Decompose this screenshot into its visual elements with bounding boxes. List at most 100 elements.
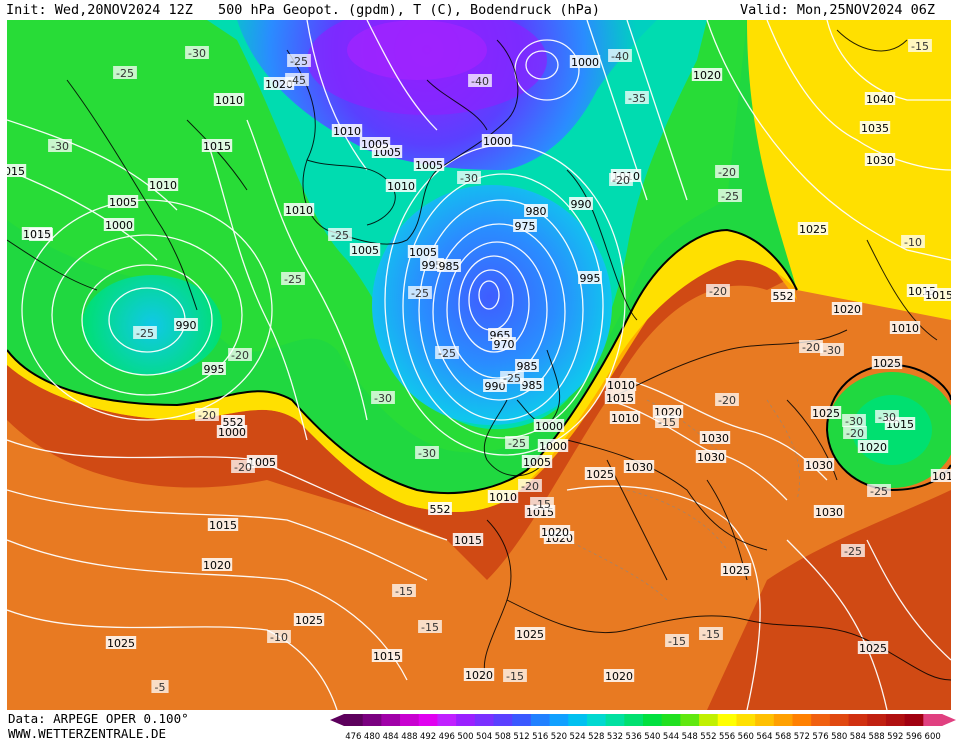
pressure-label: 1035 — [859, 121, 891, 135]
temperature-label: -45 — [285, 73, 309, 87]
legend-tick-label: 488 — [401, 732, 417, 742]
svg-text:-15: -15 — [533, 498, 551, 511]
pressure-label: 1005 — [107, 195, 139, 209]
svg-text:1025: 1025 — [107, 637, 135, 650]
svg-text:1030: 1030 — [815, 506, 843, 519]
svg-text:-30: -30 — [845, 415, 863, 428]
legend-swatch — [418, 714, 438, 726]
svg-text:1025: 1025 — [812, 407, 840, 420]
temperature-label: -5 — [151, 680, 169, 694]
legend-tick-label: 592 — [887, 732, 903, 742]
legend-tick-label: 572 — [794, 732, 810, 742]
temperature-label: -30 — [842, 414, 866, 428]
svg-text:1005: 1005 — [523, 456, 551, 469]
temperature-label: -20 — [715, 393, 739, 407]
svg-text:-10: -10 — [904, 236, 922, 249]
legend-swatch — [773, 714, 793, 726]
temperature-label: -15 — [392, 584, 416, 598]
svg-text:-25: -25 — [503, 372, 521, 385]
legend-min-arrow — [330, 714, 344, 726]
svg-text:1030: 1030 — [625, 461, 653, 474]
pressure-label: 970 — [492, 337, 516, 351]
legend-swatch — [474, 714, 494, 726]
svg-text:985: 985 — [522, 379, 543, 392]
legend-swatch — [811, 714, 831, 726]
temperature-label: -15 — [665, 634, 689, 648]
pressure-label: 1020 — [603, 669, 635, 683]
temperature-labels: -30 -25 -45 -40 -40 -35 -25 -30 -30 -25 -25 -25 -25 -… — [48, 39, 932, 694]
svg-text:-20: -20 — [198, 409, 216, 422]
svg-text:1010: 1010 — [891, 322, 919, 335]
temperature-label: -30 — [48, 139, 72, 153]
temperature-label: -10 — [267, 630, 291, 644]
temperature-label: -25 — [505, 436, 529, 450]
legend-swatch — [792, 714, 812, 726]
legend-tick-label: 528 — [588, 732, 604, 742]
legend-swatch — [717, 714, 737, 726]
svg-text:975: 975 — [515, 220, 536, 233]
pressure-label: 1025 — [810, 406, 842, 420]
pressure-label: 1000 — [537, 439, 569, 453]
legend-tick-label: 596 — [906, 732, 922, 742]
legend-tick-label: 568 — [775, 732, 791, 742]
svg-text:1010: 1010 — [285, 204, 313, 217]
svg-text:-20: -20 — [612, 174, 630, 187]
svg-text:1020: 1020 — [859, 441, 887, 454]
svg-text:1010: 1010 — [387, 180, 415, 193]
pressure-label: 1015 — [207, 518, 239, 532]
legend-swatch — [923, 714, 943, 726]
legend-swatch — [400, 714, 420, 726]
pressure-label: 1015 — [201, 139, 233, 153]
svg-text:-35: -35 — [628, 92, 646, 105]
temperature-label: -25 — [287, 54, 311, 68]
svg-text:970: 970 — [494, 338, 515, 351]
temperature-label: -30 — [820, 343, 844, 357]
svg-text:1020: 1020 — [693, 69, 721, 82]
svg-text:1010: 1010 — [149, 179, 177, 192]
data-source: Data: ARPEGE OPER 0.100° — [8, 711, 189, 726]
svg-text:1015: 1015 — [925, 289, 951, 302]
svg-text:-5: -5 — [155, 681, 166, 694]
legend-swatch — [736, 714, 756, 726]
temperature-label: -25 — [281, 272, 305, 286]
pressure-label: 975 — [513, 219, 537, 233]
svg-text:995: 995 — [204, 363, 225, 376]
pressure-label: 1010 — [605, 378, 637, 392]
svg-text:552: 552 — [430, 503, 451, 516]
temperature-label: -20 — [715, 165, 739, 179]
svg-text:1000: 1000 — [105, 219, 133, 232]
pressure-label: 1015 — [604, 391, 636, 405]
legend-tick-label: 496 — [439, 732, 455, 742]
svg-text:-25: -25 — [136, 327, 154, 340]
pressure-label: 1025 — [293, 613, 325, 627]
temperature-label: -20 — [843, 426, 867, 440]
svg-text:-15: -15 — [506, 670, 524, 683]
pressure-label: 1020 — [201, 558, 233, 572]
website-link[interactable]: WWW.WETTERZENTRALE.DE — [8, 726, 167, 741]
init-time: Init: Wed,20NOV2024 12Z — [6, 2, 193, 18]
svg-text:-45: -45 — [288, 74, 306, 87]
svg-text:-25: -25 — [411, 287, 429, 300]
pressure-label: 1020 — [831, 302, 863, 316]
svg-text:-20: -20 — [709, 285, 727, 298]
svg-text:990: 990 — [176, 319, 197, 332]
pressure-label: 1010 — [283, 203, 315, 217]
temperature-label: -25 — [133, 326, 157, 340]
color-legend: 476 480 484 488 492 496 500 504 508 512 516 520 524 5… — [330, 712, 960, 746]
pressure-label: 1030 — [813, 505, 845, 519]
contour-label: 552 — [221, 415, 245, 429]
pressure-label: 1030 — [623, 460, 655, 474]
pressure-label: 985 — [437, 259, 461, 273]
svg-text:-30: -30 — [418, 447, 436, 460]
legend-max-arrow — [942, 714, 956, 726]
legend-swatch — [867, 714, 887, 726]
legend-swatch — [605, 714, 625, 726]
svg-text:985: 985 — [439, 260, 460, 273]
pressure-label: 1020 — [691, 68, 723, 82]
svg-text:-15: -15 — [421, 621, 439, 634]
svg-text:1010: 1010 — [215, 94, 243, 107]
legend-swatch — [549, 714, 569, 726]
svg-text:-30: -30 — [51, 140, 69, 153]
legend-swatch — [699, 714, 719, 726]
